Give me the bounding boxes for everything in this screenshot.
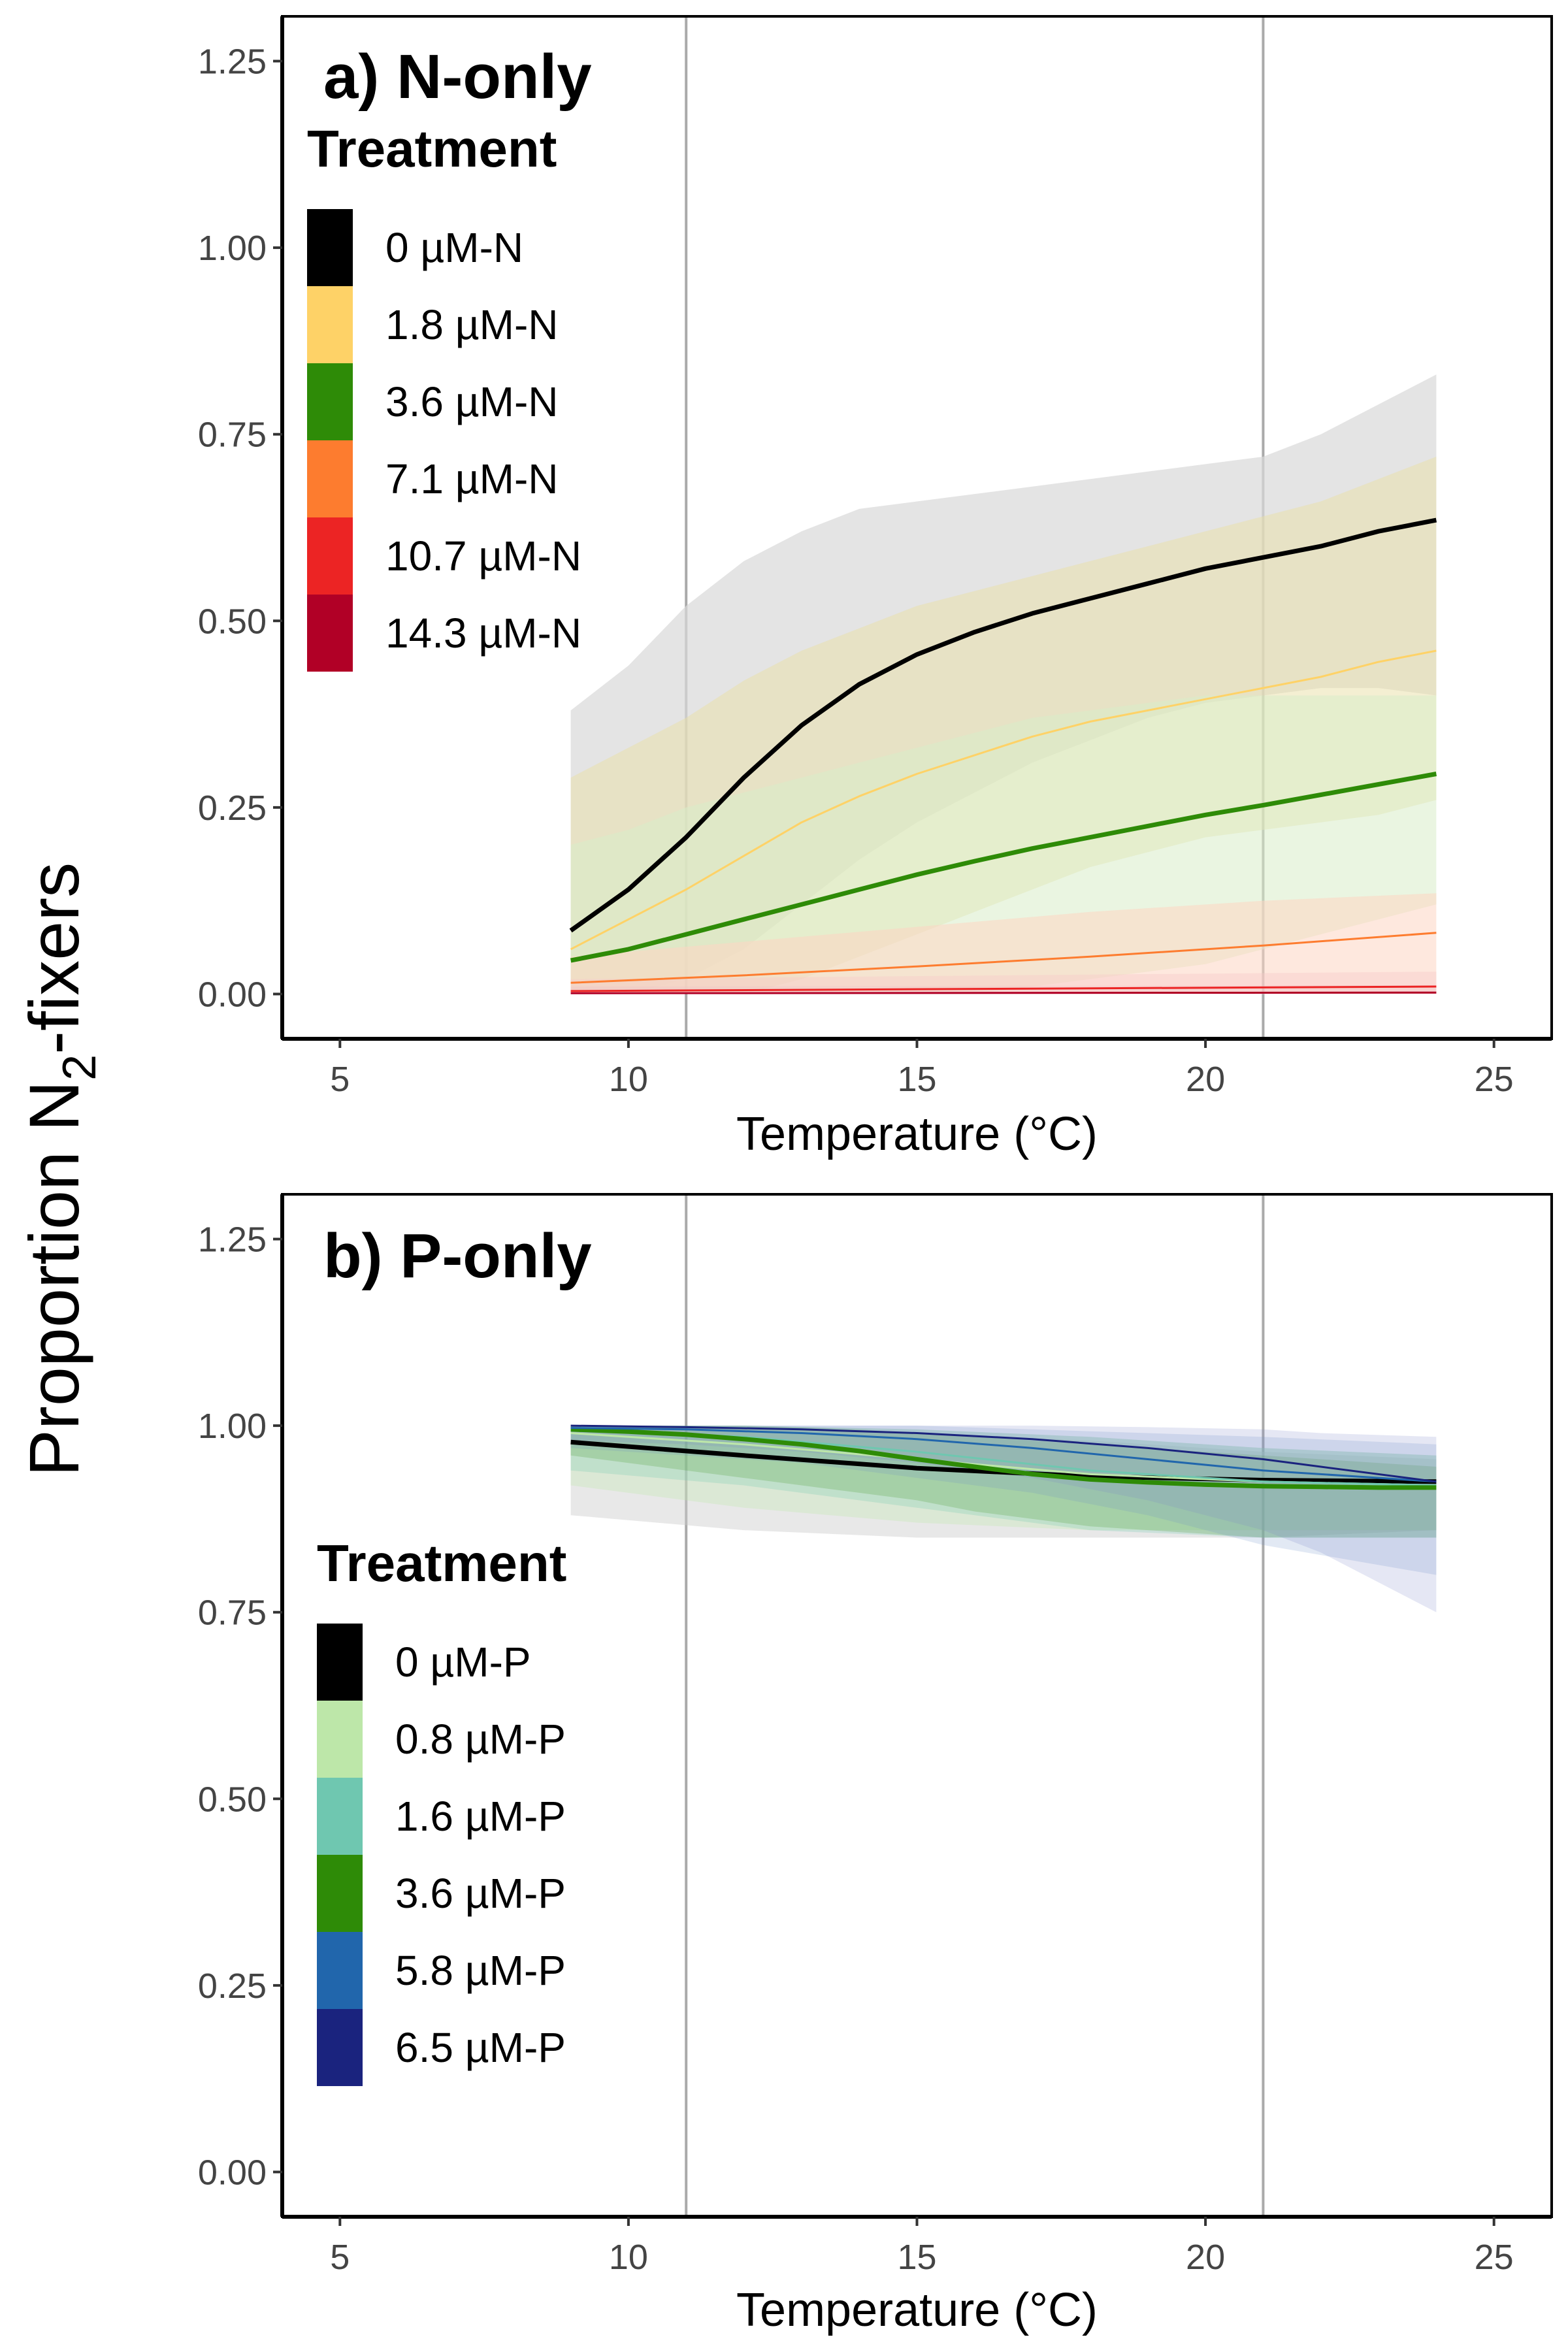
panel-b-ribbon-5 xyxy=(570,1426,1437,1575)
panel-a-y-tick-label-1: 0.25 xyxy=(198,789,267,828)
panel-a-legend-label-5: 10.7 µM-N xyxy=(385,532,581,580)
panel-a-y-tick-label-2: 0.50 xyxy=(198,602,267,641)
panel-b-legend-swatch-5 xyxy=(317,1932,363,2009)
panel-a-y-tick-label-5: 1.25 xyxy=(198,42,267,82)
panel-b-ribbon-2 xyxy=(570,1426,1437,1531)
panel-a-legend-label-1: 0 µM-N xyxy=(385,224,523,271)
panel-b-x-tick-label-0: 5 xyxy=(330,2238,350,2277)
panel-a-y-tick-label-3: 0.75 xyxy=(198,416,267,455)
panel-b-ribbon-1 xyxy=(570,1426,1437,1538)
panel-a-y-tick-label-4: 1.00 xyxy=(198,229,267,268)
panel-a-x-tick-label-4: 25 xyxy=(1475,1060,1514,1099)
panel-b-legend-label-2: 0.8 µM-P xyxy=(395,1716,566,1763)
panel-b-ribbon-4 xyxy=(570,1426,1437,1538)
panel-b-legend-swatch-6 xyxy=(317,2009,363,2086)
panel-b-series-line-5 xyxy=(570,1427,1437,1483)
panel-a-x-tick-label-1: 10 xyxy=(609,1060,648,1099)
panel-a-legend-title: Treatment xyxy=(307,120,557,178)
panel-b-legend-swatch-4 xyxy=(317,1855,363,1932)
panel-b-legend-label-4: 3.6 µM-P xyxy=(395,1870,566,1917)
panel-a-legend-swatch-2 xyxy=(307,286,353,363)
panel-b-x-tick-label-1: 10 xyxy=(609,2238,648,2277)
panel-b-legend-swatch-1 xyxy=(317,1624,363,1701)
panel-b-ribbon-3 xyxy=(570,1426,1437,1538)
panel-a-x-tick-label-0: 5 xyxy=(330,1060,350,1099)
panel-a-n-only: 0.00 0.25 0.50 0.75 1.00 1.25 5 10 15 20 25 Tempera… xyxy=(198,15,1553,1160)
panel-b-series-line-6 xyxy=(570,1424,1437,1483)
panel-a-legend-swatch-3 xyxy=(307,363,353,440)
panel-b-legend-swatch-3 xyxy=(317,1778,363,1855)
panel-b-ribbon-6 xyxy=(570,1426,1437,1612)
panel-a-legend-label-4: 7.1 µM-N xyxy=(385,455,558,502)
panel-a-legend-label-2: 1.8 µM-N xyxy=(385,301,558,348)
y-axis-title-suffix: -fixers xyxy=(14,862,93,1054)
y-axis-title: Proportion N2-fixers xyxy=(14,862,106,1477)
panel-a-ribbon-4 xyxy=(570,893,1437,994)
panel-b-y-tick-label-3: 0.75 xyxy=(198,1593,267,1633)
panel-a-legend-swatch-4 xyxy=(307,440,353,517)
panel-a-legend-swatch-1 xyxy=(307,209,353,286)
panel-a-x-axis-title: Temperature (°C) xyxy=(736,1108,1098,1160)
panel-b-legend-label-5: 5.8 µM-P xyxy=(395,1947,566,1994)
panel-a-series-line-4 xyxy=(570,932,1437,984)
panel-b-title: b) P-only xyxy=(323,1221,592,1291)
panel-b-series-line-4 xyxy=(570,1427,1437,1490)
panel-a-series-line-1 xyxy=(569,517,1437,933)
panel-b-legend-label-3: 1.6 µM-P xyxy=(395,1793,566,1840)
y-axis-title-subscript: 2 xyxy=(54,1054,106,1081)
panel-b-y-tick-label-4: 1.00 xyxy=(198,1407,267,1446)
panel-a-series-line-6 xyxy=(570,991,1437,994)
panel-b-y-tick-label-2: 0.50 xyxy=(198,1780,267,1819)
panel-b-legend-label-1: 0 µM-P xyxy=(395,1639,531,1686)
y-axis-title-main: Proportion N xyxy=(14,1081,93,1477)
panel-b-p-only: 0.00 0.25 0.50 0.75 1.00 1.25 5 10 15 20 25 Tempera… xyxy=(198,1193,1553,2336)
panel-b-y-tick-label-0: 0.00 xyxy=(198,2153,267,2192)
panel-a-x-tick-label-2: 15 xyxy=(897,1060,936,1099)
panel-a-y-tick-label-0: 0.00 xyxy=(198,975,267,1014)
panel-a-title: a) N-only xyxy=(323,42,592,112)
panel-a-series-line-2 xyxy=(570,649,1437,951)
panel-a-x-tick-label-3: 20 xyxy=(1186,1060,1225,1099)
panel-b-x-tick-label-2: 15 xyxy=(897,2238,936,2277)
panel-a-legend-label-3: 3.6 µM-N xyxy=(385,378,558,425)
panel-b-legend-swatch-2 xyxy=(317,1701,363,1778)
panel-b-x-axis-title: Temperature (°C) xyxy=(736,2284,1098,2336)
panel-b-y-tick-label-5: 1.25 xyxy=(198,1220,267,1260)
panel-a-series-line-5 xyxy=(570,985,1437,992)
panel-a-series-line-3 xyxy=(570,772,1437,963)
panel-a-legend-swatch-5 xyxy=(307,517,353,595)
panel-a-legend-label-6: 14.3 µM-N xyxy=(385,610,581,657)
panel-b-legend-title: Treatment xyxy=(317,1534,566,1592)
panel-a-legend-swatch-6 xyxy=(307,595,353,672)
panel-b-x-tick-label-4: 25 xyxy=(1475,2238,1514,2277)
panel-b-y-tick-label-1: 0.25 xyxy=(198,1967,267,2006)
panel-b-x-tick-label-3: 20 xyxy=(1186,2238,1225,2277)
panel-b-legend-label-6: 6.5 µM-P xyxy=(395,2024,566,2071)
